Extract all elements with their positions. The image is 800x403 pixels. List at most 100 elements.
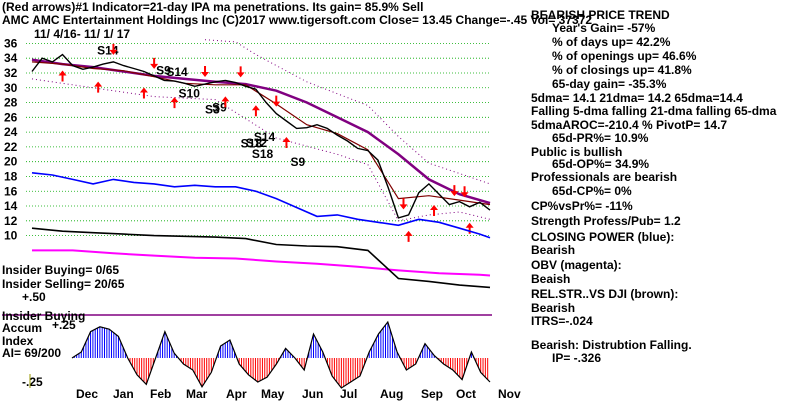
x-tick-label: Jul: [340, 387, 357, 401]
analysis-line: 65-day gain= -35.3%: [552, 77, 667, 91]
down-arrow: [460, 186, 469, 198]
y-tick-label: 32: [4, 66, 18, 80]
y-tick-label: 34: [4, 51, 18, 65]
analysis-line: % of days up= 42.2%: [552, 35, 671, 49]
y-tick-label: 22: [4, 140, 18, 154]
down-arrow: [236, 66, 245, 78]
analysis-line: IP= -.326: [552, 351, 601, 365]
signal-label: S9: [156, 63, 171, 77]
down-arrow: [201, 66, 210, 78]
insider-selling-count: Insider Selling= 20/65: [2, 277, 125, 291]
analysis-line: Beaish: [531, 272, 570, 286]
y-tick-label: 26: [4, 110, 18, 124]
y-tick-label: 30: [4, 81, 18, 95]
level-minus-25: -.25: [22, 375, 43, 389]
analysis-line: ITRS=-.024: [531, 314, 593, 328]
signal-label: S9: [291, 155, 306, 169]
price-panel: [31, 39, 491, 222]
indicator-panel: [31, 172, 491, 289]
signal-label: S18: [252, 147, 274, 161]
y-tick-label: 18: [4, 169, 18, 183]
down-arrow: [272, 95, 281, 107]
analysis-line: 65d-CP%= 0%: [552, 184, 632, 198]
analysis-line: Professionals are bearish: [531, 170, 677, 184]
analysis-line: CP%vsPr%= -11%: [531, 199, 633, 213]
up-arrow: [465, 222, 474, 234]
signal-label: S12: [246, 136, 268, 150]
closing-power-line: [31, 172, 491, 239]
rel-strength-line: [31, 227, 491, 289]
index-label: Index: [2, 334, 34, 348]
accum-index-bars: [29, 320, 491, 389]
signal-label: S14: [166, 65, 188, 79]
up-arrow: [139, 87, 148, 99]
level-plus-50: +.50: [22, 290, 46, 304]
x-tick-label: Apr: [226, 387, 247, 401]
signal-arrows: [58, 43, 474, 242]
down-arrow: [109, 43, 118, 55]
x-tick-label: Aug: [380, 387, 403, 401]
signal-label: S14: [254, 130, 276, 144]
analysis-line: % of openings up= 46.6%: [552, 49, 697, 63]
analysis-line: OBV (magenta):: [531, 258, 622, 272]
down-arrow: [399, 198, 408, 210]
analysis-line: REL.STR..VS DJI (brown):: [531, 287, 678, 301]
month-axis: Dec Jan Feb Mar Apr May Jun Jul Aug Sep Oct Nov: [76, 387, 521, 401]
signal-label: S3: [205, 103, 220, 117]
x-tick-label: Dec: [76, 387, 98, 401]
analysis-line: Year's Gain= -57%: [552, 21, 656, 35]
y-tick-label: 24: [4, 125, 18, 139]
y-tick-label: 20: [4, 155, 18, 169]
x-tick-label: Jun: [302, 387, 323, 401]
x-tick-label: Sep: [421, 387, 443, 401]
analysis-line: Bearish: [531, 243, 575, 257]
signal-label: S18: [241, 137, 263, 151]
insider-buying-count: Insider Buying= 0/65: [2, 263, 119, 277]
analysis-line: BEARISH PRICE TREND: [531, 8, 670, 22]
up-arrow: [58, 70, 67, 82]
indicator-title: (Red arrows)#1 Indicator=21-day IPA ma p…: [2, 0, 423, 14]
y-tick-label: 16: [4, 184, 18, 198]
analysis-line: Falling 5-dma falling 21-dma falling 65-…: [531, 104, 777, 118]
analysis-line: 5dmaAROC=-210.4 % PivotP= 14.7: [531, 118, 727, 132]
insider-buying-label: Insider Buying: [2, 309, 85, 323]
analysis-line: Bearish: [531, 301, 575, 315]
analysis-line: 5dma= 14.1 21dma= 14.2 65dma=14.4: [531, 91, 743, 105]
y-tick-label: 28: [4, 96, 18, 110]
price-line: [31, 53, 491, 219]
down-arrow: [450, 185, 459, 197]
analysis-line: Strength Profess/Pub= 1.2: [531, 214, 681, 228]
signal-label: S10: [179, 86, 201, 100]
up-arrow: [251, 105, 260, 117]
x-tick-label: Jan: [113, 387, 134, 401]
analysis-line: Bearish: Distrubtion Falling.: [531, 338, 692, 352]
analysis-line: Public is bullish: [531, 145, 622, 159]
up-arrow: [221, 96, 230, 108]
obv-line: [32, 249, 491, 277]
x-tick-label: May: [261, 387, 285, 401]
x-tick-label: Mar: [186, 387, 208, 401]
analysis-line: 65d-PR%= 10.9%: [552, 131, 649, 145]
signal-label: S9: [212, 100, 227, 114]
up-arrow: [404, 230, 413, 242]
up-arrow: [430, 205, 439, 217]
x-tick-label: Feb: [150, 387, 171, 401]
accum-line: [71, 320, 491, 389]
upper-band-line: [204, 39, 491, 185]
analysis-line: 65d-OP%= 34.9%: [552, 157, 649, 171]
up-arrow: [170, 97, 179, 109]
ticker-header: AMC AMC Entertainment Holdings Inc (C)20…: [2, 13, 592, 27]
ma21-line: [31, 61, 491, 206]
analysis-line: % of closings up= 41.8%: [552, 63, 692, 77]
x-tick-label: Oct: [456, 387, 476, 401]
y-tick-label: 14: [4, 199, 18, 213]
y-tick-label: 36: [4, 36, 18, 50]
accum-label: Accum: [2, 321, 42, 335]
date-range: 11/ 4/16- 11/ 1/ 17: [34, 27, 130, 41]
up-arrow: [282, 137, 291, 149]
up-arrow: [94, 81, 103, 93]
analysis-line: CLOSING POWER (blue):: [531, 230, 674, 244]
y-tick-label: 12: [4, 214, 18, 228]
